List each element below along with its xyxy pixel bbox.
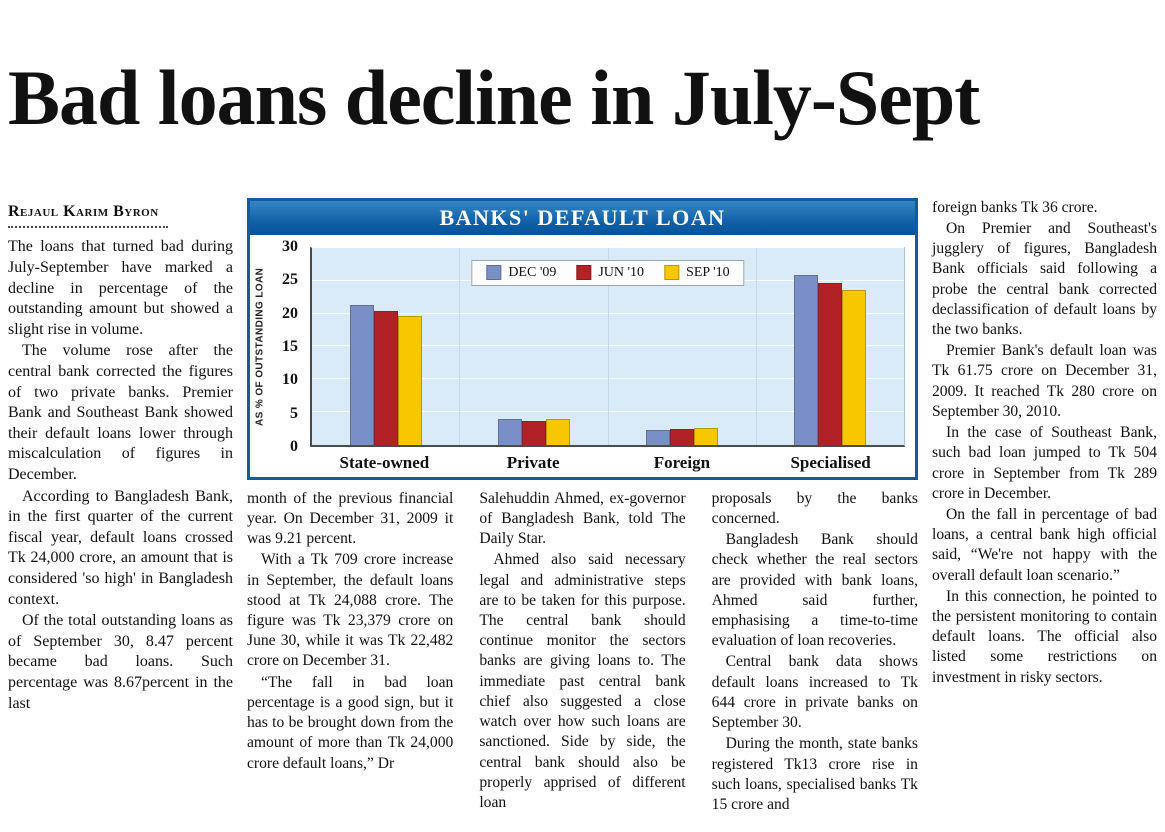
article-paragraph: Of the total outstanding loans as of Sep…	[8, 612, 233, 712]
legend: DEC '09 JUN '10 SEP '10	[471, 259, 745, 286]
bar-group	[312, 248, 459, 445]
y-tick-label: 15	[282, 337, 298, 355]
bar	[521, 420, 546, 445]
chart-title: BANKS' DEFAULT LOAN	[250, 200, 915, 235]
article-column-3: Salehuddin Ahmed, ex-governor of Banglad…	[479, 489, 685, 816]
article-paragraph: “The fall in bad loan percentage is a go…	[247, 673, 454, 772]
sub-columns: month of the previous financial year. On…	[247, 489, 918, 816]
x-axis: State-owned Private Foreign Specialised	[310, 449, 905, 477]
bar	[842, 289, 867, 445]
legend-swatch	[576, 265, 592, 281]
article-paragraph: In the case of Southeast Bank, such bad …	[932, 424, 1157, 502]
x-axis-label: Specialised	[790, 452, 871, 472]
newspaper-page: Bad loans decline in July-Sept Rejaul Ka…	[0, 52, 1165, 832]
chart-body: AS % OF OUTSTANDING LOAN 0 5 10 15 20 25 30 DE…	[250, 234, 915, 477]
plot-area: DEC '09 JUN '10 SEP '10	[310, 246, 905, 447]
legend-swatch	[486, 265, 502, 281]
article-paragraph: Central bank data shows default loans in…	[711, 653, 918, 732]
legend-item: DEC '09	[486, 265, 556, 281]
y-tick-label: 25	[282, 271, 298, 289]
legend-label: SEP '10	[686, 264, 730, 280]
legend-label: DEC '09	[508, 264, 557, 280]
center-column: BANKS' DEFAULT LOAN AS % OF OUTSTANDING …	[247, 197, 918, 816]
bar	[497, 418, 522, 445]
bar	[818, 282, 843, 445]
article-paragraph: According to Bangladesh Bank, in the fir…	[8, 487, 233, 608]
article-column-1: Rejaul Karim Byron The loans that turned…	[8, 198, 233, 715]
bar-group	[607, 247, 756, 445]
byline: Rejaul Karim Byron	[8, 202, 159, 220]
article-column-4: proposals by the banks concerned. Banglad…	[712, 489, 918, 816]
bar	[694, 428, 719, 445]
byline-rule	[8, 225, 168, 229]
y-tick-label: 0	[290, 437, 298, 455]
x-axis-label: State-owned	[339, 452, 430, 472]
x-axis-label: Foreign	[653, 452, 711, 472]
bar	[646, 430, 671, 445]
legend-label: JUN '10	[598, 264, 645, 280]
bar	[794, 275, 819, 445]
y-axis-title: AS % OF OUTSTANDING LOAN	[254, 267, 266, 427]
legend-item: JUN '10	[576, 265, 644, 281]
article-paragraph: month of the previous financial year. On…	[247, 489, 454, 548]
article-paragraph: On the fall in percentage of bad loans, …	[932, 505, 1157, 584]
article-paragraph: The volume rose after the central bank c…	[8, 342, 233, 483]
y-tick-label: 5	[290, 404, 298, 422]
bar-group	[755, 247, 904, 445]
article-paragraph: Salehuddin Ahmed, ex-governor of Banglad…	[479, 489, 686, 548]
bar-group	[459, 247, 607, 445]
article-paragraph: During the month, state banks registered…	[711, 735, 918, 813]
y-axis: 0 5 10 15 20 25 30	[268, 238, 304, 454]
chart: BANKS' DEFAULT LOAN AS % OF OUTSTANDING …	[247, 197, 918, 480]
article-paragraph: In this connection, he pointed to the pe…	[932, 587, 1157, 686]
article-paragraph: With a Tk 709 crore increase in Septembe…	[247, 551, 454, 670]
column-1-text: The loans that turned bad during July-Se…	[8, 237, 233, 714]
article-paragraph: proposals by the banks concerned.	[711, 489, 918, 528]
article-column-2: month of the previous financial year. On…	[247, 489, 453, 816]
article-paragraph: Premier Bank's default loan was Tk 61.75…	[932, 342, 1157, 420]
bar	[670, 429, 695, 445]
bar	[545, 419, 570, 445]
article-paragraph: On Premier and Southeast's jugglery of f…	[932, 220, 1157, 339]
article-body: Rejaul Karim Byron The loans that turned…	[0, 194, 1165, 816]
article-paragraph: Bangladesh Bank should check whether the…	[711, 531, 918, 650]
headline: Bad loans decline in July-Sept	[8, 54, 980, 142]
x-axis-label: Private	[506, 452, 560, 472]
gridline	[312, 246, 904, 248]
article-paragraph: foreign banks Tk 36 crore.	[932, 198, 1098, 216]
article-paragraph: The loans that turned bad during July-Se…	[8, 238, 233, 338]
legend-item: SEP '10	[664, 265, 730, 281]
y-tick-label: 30	[282, 237, 298, 255]
legend-swatch	[664, 265, 680, 281]
bar	[349, 305, 374, 445]
y-tick-label: 20	[282, 304, 298, 322]
bar	[373, 310, 398, 445]
article-paragraph: Ahmed also said necessary legal and admi…	[479, 551, 686, 811]
bar	[397, 315, 422, 445]
article-column-5: foreign banks Tk 36 crore. On Premier and…	[932, 198, 1157, 689]
y-tick-label: 10	[282, 371, 298, 389]
bar-groups	[312, 247, 904, 445]
